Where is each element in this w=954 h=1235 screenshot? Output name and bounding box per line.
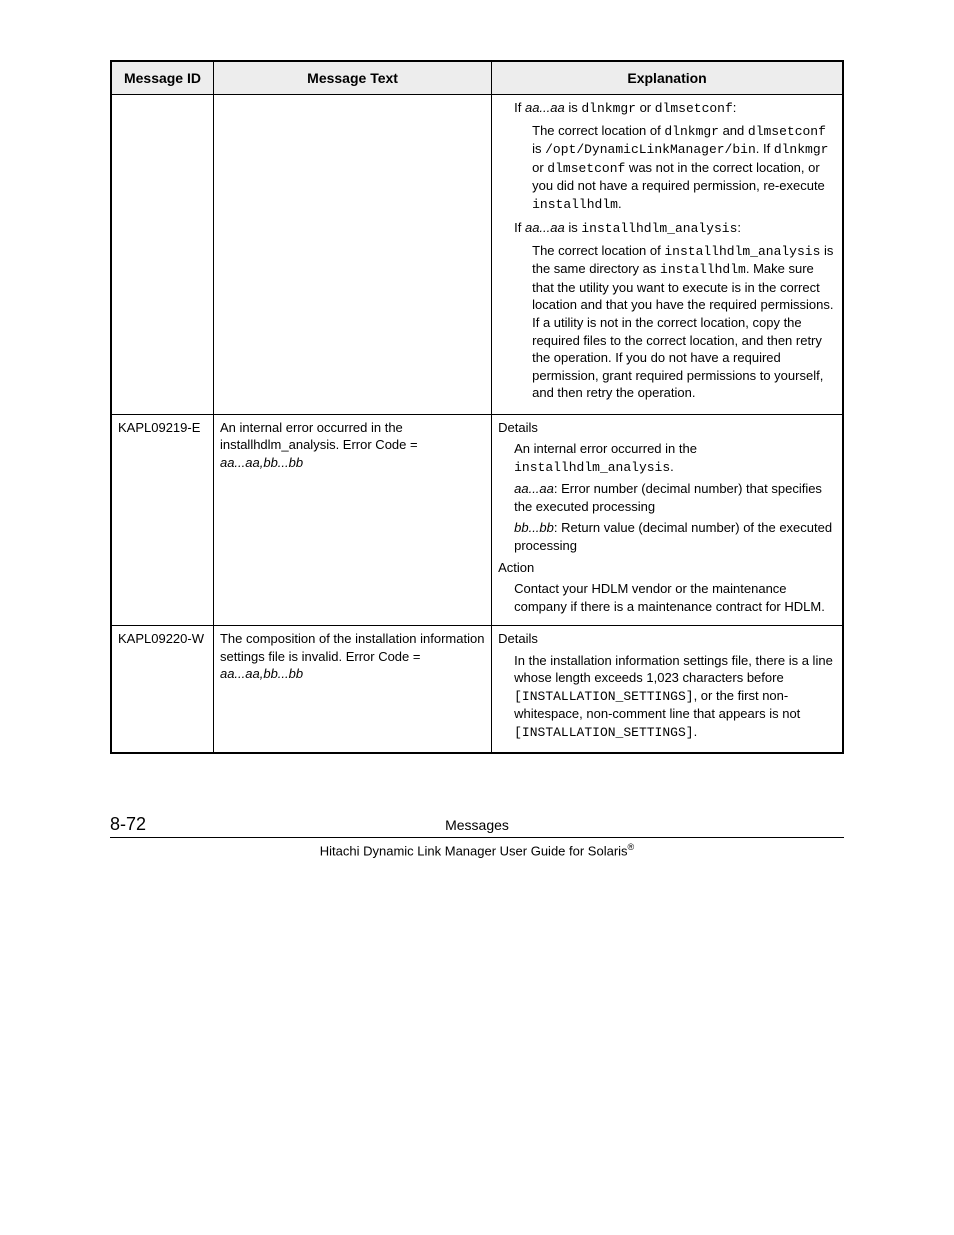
text: The composition of the installation info… xyxy=(220,631,484,664)
text-mono: [INSTALLATION_SETTINGS] xyxy=(514,725,693,740)
cell-message-text: The composition of the installation info… xyxy=(213,626,491,753)
text: If xyxy=(514,220,525,235)
text-mono: dlmsetconf xyxy=(748,124,826,139)
text: or xyxy=(636,100,655,115)
cell-explanation: Details In the installation information … xyxy=(492,626,843,753)
cell-message-text xyxy=(213,95,491,415)
text: : Error number (decimal number) that spe… xyxy=(514,481,822,514)
table-row: KAPL09219-E An internal error occurred i… xyxy=(111,414,843,625)
text-mono: dlnkmgr xyxy=(664,124,719,139)
text-mono: dlnkmgr xyxy=(774,142,829,157)
text: or xyxy=(532,160,547,175)
registered-mark: ® xyxy=(628,842,635,852)
text-italic: aa...aa,bb...bb xyxy=(220,455,303,470)
cell-message-text: An internal error occurred in the instal… xyxy=(213,414,491,625)
table-header-row: Message ID Message Text Explanation xyxy=(111,61,843,95)
cell-message-id: KAPL09219-E xyxy=(111,414,213,625)
text: is xyxy=(532,141,545,156)
text-mono: installhdlm_analysis xyxy=(581,221,737,236)
text: . xyxy=(618,196,622,211)
text: : xyxy=(733,100,737,115)
text: An internal error occurred in the instal… xyxy=(220,420,418,453)
text-mono: dlmsetconf xyxy=(655,101,733,116)
text-italic: aa...aa xyxy=(525,220,565,235)
table-row: If aa...aa is dlnkmgr or dlmsetconf: The… xyxy=(111,95,843,415)
col-header-message-text: Message Text xyxy=(213,61,491,95)
text-mono: installhdlm_analysis xyxy=(514,460,670,475)
footer-book-title: Hitachi Dynamic Link Manager User Guide … xyxy=(110,838,844,858)
cell-message-id: KAPL09220-W xyxy=(111,626,213,753)
text: Contact your HDLM vendor or the maintena… xyxy=(514,580,836,615)
cell-explanation: If aa...aa is dlnkmgr or dlmsetconf: The… xyxy=(492,95,843,415)
footer-section-title: Messages xyxy=(230,817,724,833)
text: . Make sure that the utility you want to… xyxy=(532,261,833,400)
text-mono: installhdlm xyxy=(532,197,618,212)
text-mono: /opt/DynamicLinkManager/bin xyxy=(545,142,756,157)
details-label: Details xyxy=(498,419,836,437)
table-row: KAPL09220-W The composition of the insta… xyxy=(111,626,843,753)
text: Hitachi Dynamic Link Manager User Guide … xyxy=(320,843,628,858)
text-mono: [INSTALLATION_SETTINGS] xyxy=(514,689,693,704)
text-italic: aa...aa,bb...bb xyxy=(220,666,303,681)
text: If xyxy=(514,100,525,115)
text: In the installation information settings… xyxy=(514,653,833,686)
text-mono: dlnkmgr xyxy=(581,101,636,116)
page-number: 8-72 xyxy=(110,814,230,835)
action-label: Action xyxy=(498,559,836,577)
messages-table: Message ID Message Text Explanation If a… xyxy=(110,60,844,754)
text: : Return value (decimal number) of the e… xyxy=(514,520,832,553)
col-header-message-id: Message ID xyxy=(111,61,213,95)
cell-explanation: Details An internal error occurred in th… xyxy=(492,414,843,625)
text-mono: installhdlm xyxy=(660,262,746,277)
text: and xyxy=(719,123,748,138)
details-label: Details xyxy=(498,630,836,648)
text: The correct location of xyxy=(532,243,664,258)
text: is xyxy=(565,220,582,235)
text: An internal error occurred in the xyxy=(514,441,697,456)
text-mono: installhdlm_analysis xyxy=(664,244,820,259)
page-footer: 8-72 Messages Hitachi Dynamic Link Manag… xyxy=(110,814,844,858)
text: . xyxy=(694,724,698,739)
col-header-explanation: Explanation xyxy=(492,61,843,95)
text: . xyxy=(670,459,674,474)
text-mono: dlmsetconf xyxy=(547,161,625,176)
text-italic: aa...aa xyxy=(514,481,554,496)
page-container: Message ID Message Text Explanation If a… xyxy=(0,0,954,898)
text: : xyxy=(737,220,741,235)
text: . If xyxy=(756,141,774,156)
text: is xyxy=(565,100,582,115)
text: The correct location of xyxy=(532,123,664,138)
text-italic: bb...bb xyxy=(514,520,554,535)
text-italic: aa...aa xyxy=(525,100,565,115)
cell-message-id xyxy=(111,95,213,415)
